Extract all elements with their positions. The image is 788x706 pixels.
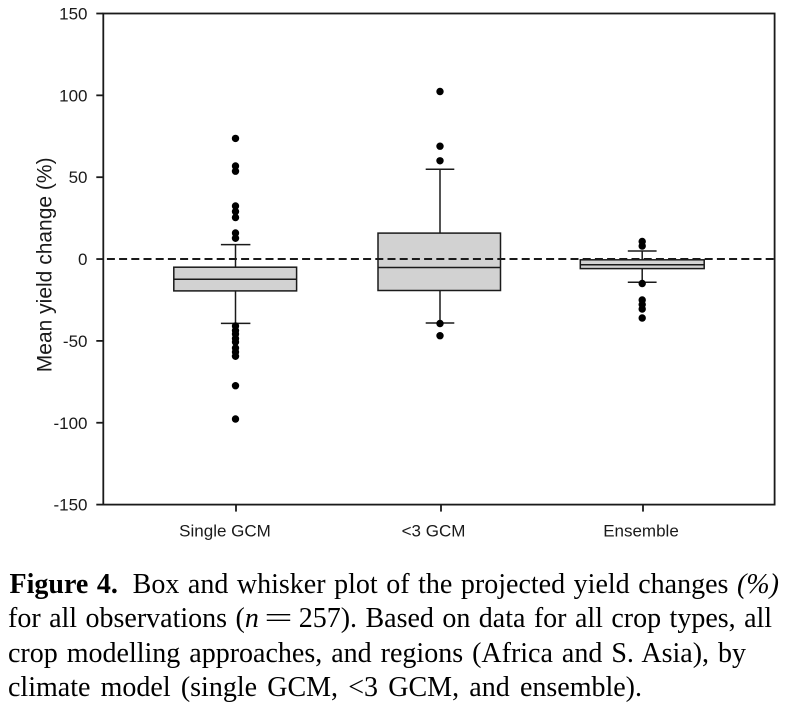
svg-text:-150: -150: [53, 496, 87, 515]
svg-text:Mean yield change (%): Mean yield change (%): [34, 157, 57, 372]
svg-text:<3 GCM: <3 GCM: [402, 521, 466, 540]
svg-text:Ensemble: Ensemble: [603, 521, 679, 540]
svg-text:0: 0: [78, 250, 87, 269]
svg-text:-50: -50: [63, 332, 88, 351]
svg-text:100: 100: [59, 86, 87, 105]
svg-text:150: 150: [59, 5, 87, 24]
svg-text:Single GCM: Single GCM: [179, 521, 271, 540]
svg-text:-100: -100: [53, 414, 87, 433]
svg-text:50: 50: [69, 168, 88, 187]
